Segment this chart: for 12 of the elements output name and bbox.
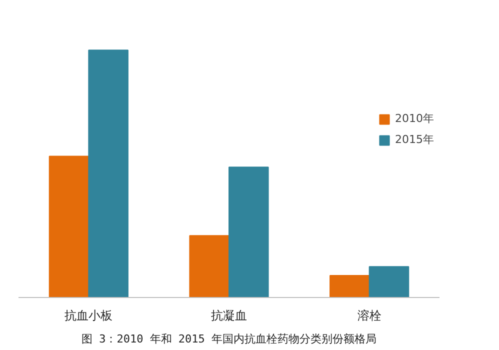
- bar: [368, 266, 410, 298]
- bar: [330, 274, 370, 298]
- x-tick-label: 溶栓: [357, 308, 382, 322]
- bar: [88, 50, 128, 298]
- legend-label: 2010年: [395, 111, 434, 126]
- x-tick-label: 抗凝血: [211, 308, 247, 322]
- x-tick-label: 抗血小板: [64, 308, 113, 322]
- bar: [48, 156, 90, 298]
- bar: [228, 166, 269, 298]
- bar: [189, 235, 230, 298]
- caption: 图 3：2010 年和 2015 年国内抗血栓药物分类别份额格局: [81, 332, 377, 346]
- legend-label: 2015年: [395, 132, 434, 147]
